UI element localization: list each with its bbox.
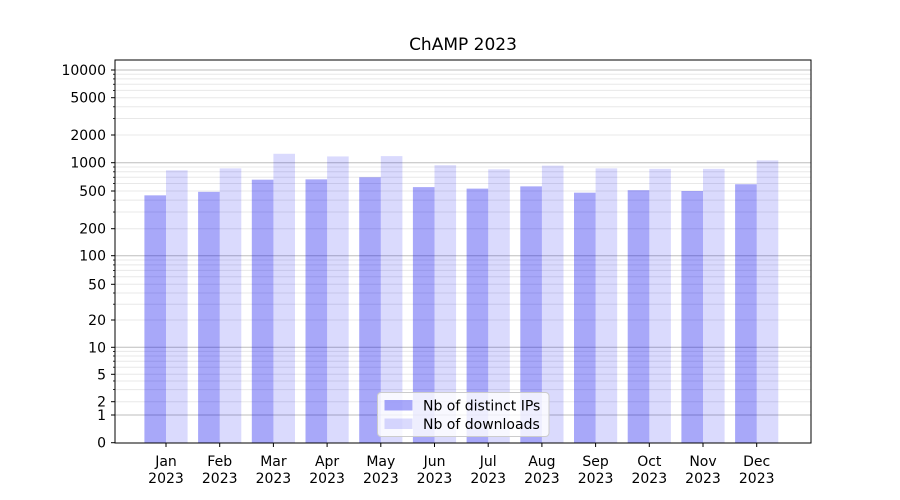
bar-nb-of-distinct-ips-feb <box>198 191 220 443</box>
y-tick-label-100: 100 <box>79 249 106 265</box>
bar-nb-of-distinct-ips-jan <box>144 195 166 443</box>
y-tick-label-2000: 2000 <box>70 128 106 144</box>
x-tick-year-nov: 2023 <box>685 471 721 487</box>
x-tick-label-may: May <box>366 454 395 470</box>
bar-nb-of-distinct-ips-dec <box>735 184 757 444</box>
minor-gridlines <box>115 73 811 403</box>
plot-border <box>114 59 812 444</box>
legend-label-nb-of-downloads: Nb of downloads <box>423 417 540 433</box>
bar-nb-of-distinct-ips-apr <box>305 179 328 444</box>
y-tick-label-5000: 5000 <box>70 91 106 107</box>
y-tick-label-1000: 1000 <box>70 156 106 172</box>
bar-nb-of-downloads-dec <box>756 160 779 444</box>
y-tick-label-2: 2 <box>97 395 106 411</box>
bar-nb-of-downloads-mar <box>273 153 295 443</box>
legend-frame <box>377 392 550 437</box>
bar-nb-of-distinct-ips-may <box>359 177 381 443</box>
y-tick-label-50: 50 <box>88 277 106 293</box>
bar-nb-of-downloads-jul <box>488 169 510 443</box>
y-tick-label-5: 5 <box>97 367 106 383</box>
bar-nb-of-distinct-ips-mar <box>251 179 274 443</box>
legend-label-nb-of-distinct-ips: Nb of distinct IPs <box>423 399 540 415</box>
x-tick-label-mar: Mar <box>260 454 287 470</box>
bar-nb-of-downloads-nov <box>703 168 725 443</box>
x-axis-ticks: Jan2023Feb2023Mar2023Apr2023May2023Jun20… <box>148 443 775 487</box>
x-tick-label-jun: Jun <box>423 454 446 470</box>
y-axis-ticks: 0 12 5 10 20 50 100 200 500 1000 2000 5000 10000 <box>61 63 115 452</box>
bar-nb-of-distinct-ips-jul <box>466 188 489 443</box>
bar-nb-of-distinct-ips-aug <box>520 186 542 443</box>
x-tick-label-dec: Dec <box>743 454 770 470</box>
x-tick-year-sep: 2023 <box>578 471 614 487</box>
x-tick-label-apr: Apr <box>315 454 339 470</box>
x-tick-label-oct: Oct <box>637 454 662 470</box>
x-tick-label-aug: Aug <box>528 454 555 470</box>
bar-nb-of-distinct-ips-oct <box>627 190 650 443</box>
y-tick-label-10000: 10000 <box>61 63 106 79</box>
bar-nb-of-downloads-sep <box>595 168 618 443</box>
x-tick-year-aug: 2023 <box>524 471 560 487</box>
x-tick-year-jun: 2023 <box>417 471 453 487</box>
x-tick-label-feb: Feb <box>207 454 232 470</box>
bar-nb-of-downloads-jun <box>434 165 457 444</box>
legend: Nb of distinct IPs Nb of downloads <box>377 392 550 437</box>
x-tick-year-jan: 2023 <box>148 471 184 487</box>
x-tick-label-sep: Sep <box>582 454 609 470</box>
bar-nb-of-distinct-ips-jun <box>412 187 435 443</box>
y-tick-label-1: 1 <box>97 408 106 424</box>
bar-nb-of-distinct-ips-nov <box>681 191 703 443</box>
x-tick-label-jul: Jul <box>479 454 497 470</box>
bar-nb-of-downloads-may <box>380 156 403 443</box>
bars-group <box>144 153 779 444</box>
bar-nb-of-downloads-aug <box>541 165 564 443</box>
bar-nb-of-downloads-oct <box>649 168 671 443</box>
bar-nb-of-downloads-jan <box>166 170 188 444</box>
x-tick-label-jan: Jan <box>154 454 177 470</box>
bar-nb-of-downloads-apr <box>327 156 349 443</box>
x-tick-year-apr: 2023 <box>309 471 345 487</box>
chart-title: ChAMP 2023 <box>409 35 517 55</box>
y-tick-label-0: 0 <box>97 436 106 452</box>
x-tick-year-dec: 2023 <box>739 471 775 487</box>
bar-nb-of-distinct-ips-sep <box>574 192 596 443</box>
x-tick-year-mar: 2023 <box>256 471 292 487</box>
y-tick-label-200: 200 <box>79 222 106 238</box>
x-tick-year-may: 2023 <box>363 471 399 487</box>
x-tick-label-nov: Nov <box>689 454 716 470</box>
y-tick-label-20: 20 <box>88 313 106 329</box>
x-tick-year-oct: 2023 <box>631 471 667 487</box>
y-tick-label-10: 10 <box>88 340 106 356</box>
x-tick-year-feb: 2023 <box>202 471 238 487</box>
legend-swatch-nb-of-distinct-ips <box>384 400 413 411</box>
legend-swatch-nb-of-downloads <box>384 418 413 429</box>
x-tick-year-jul: 2023 <box>470 471 506 487</box>
bar-nb-of-downloads-feb <box>219 168 242 443</box>
y-tick-label-500: 500 <box>79 184 106 200</box>
